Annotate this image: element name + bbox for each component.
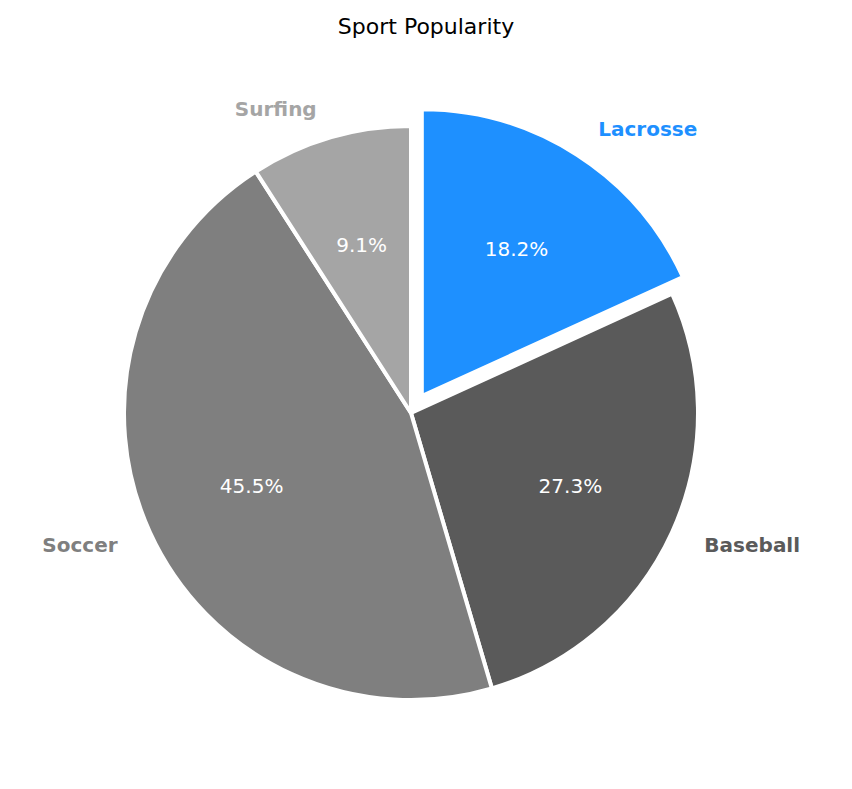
svg-text:9.1%: 9.1% [336,233,387,257]
svg-text:Lacrosse: Lacrosse [598,117,697,141]
svg-text:Soccer: Soccer [42,533,117,557]
svg-text:Sport Popularity: Sport Popularity [338,14,514,39]
svg-text:45.5%: 45.5% [220,474,284,498]
svg-text:Surfing: Surfing [235,97,317,121]
svg-text:18.2%: 18.2% [485,237,549,261]
svg-text:27.3%: 27.3% [539,474,603,498]
svg-text:Baseball: Baseball [704,533,800,557]
